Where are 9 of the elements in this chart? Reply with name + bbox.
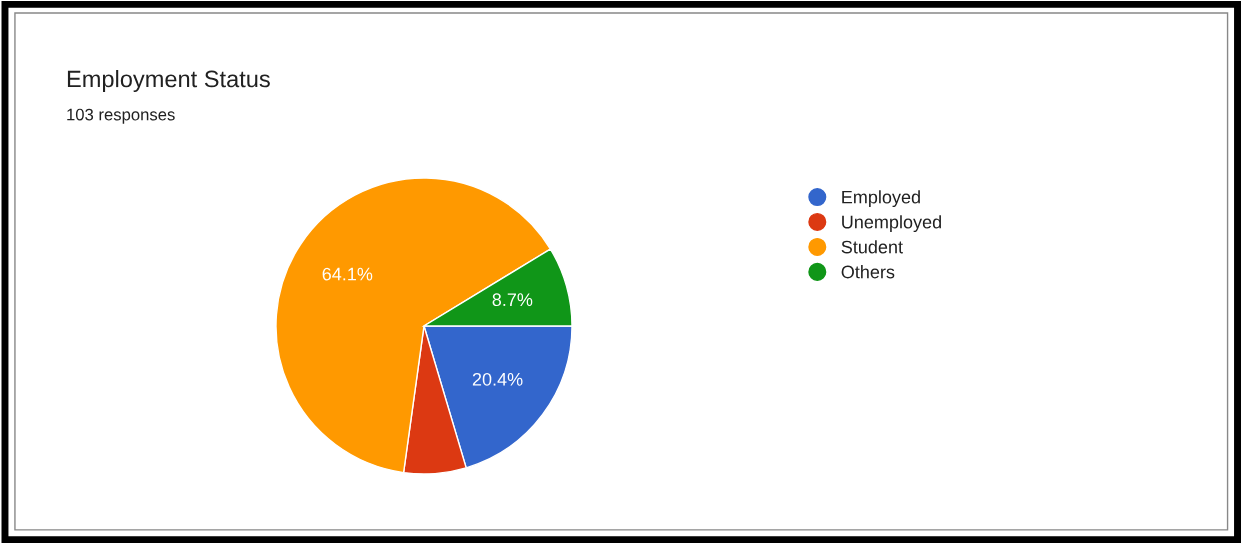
- legend-label: Unemployed: [842, 215, 941, 233]
- chart-title: Employment Status: [67, 70, 270, 93]
- data-label: 8.7%: [492, 293, 533, 307]
- data-label: 64.1%: [322, 267, 373, 281]
- legend-label: Student: [841, 240, 903, 254]
- legend-label: Employed: [842, 190, 920, 208]
- data-label: 20.4%: [472, 372, 523, 386]
- legend-label: Others: [841, 265, 895, 279]
- text: 103 responses: [67, 108, 175, 124]
